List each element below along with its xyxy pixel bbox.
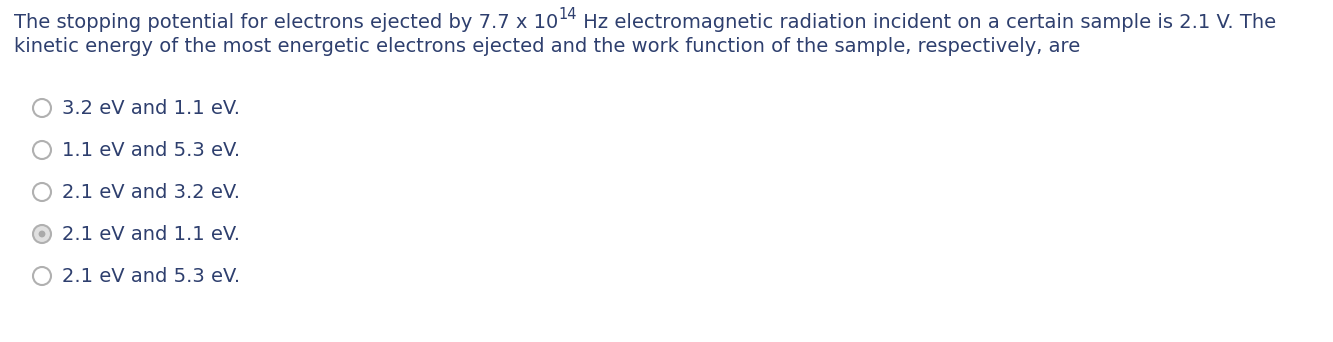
Circle shape: [39, 231, 45, 237]
Text: 1.1 eV and 5.3 eV.: 1.1 eV and 5.3 eV.: [63, 141, 240, 159]
Circle shape: [33, 141, 51, 159]
Text: Hz electromagnetic radiation incident on a certain sample is 2.1 V. The: Hz electromagnetic radiation incident on…: [577, 13, 1276, 32]
Circle shape: [33, 183, 51, 201]
Text: The stopping potential for electrons ejected by 7.7 x 10: The stopping potential for electrons eje…: [15, 13, 559, 32]
Circle shape: [33, 225, 51, 243]
Text: 3.2 eV and 1.1 eV.: 3.2 eV and 1.1 eV.: [63, 98, 240, 118]
Text: kinetic energy of the most energetic electrons ejected and the work function of : kinetic energy of the most energetic ele…: [15, 37, 1080, 56]
Text: 14: 14: [559, 7, 577, 22]
Text: 2.1 eV and 3.2 eV.: 2.1 eV and 3.2 eV.: [63, 183, 240, 201]
Text: 2.1 eV and 5.3 eV.: 2.1 eV and 5.3 eV.: [63, 266, 240, 286]
Circle shape: [33, 99, 51, 117]
Text: 2.1 eV and 1.1 eV.: 2.1 eV and 1.1 eV.: [63, 224, 240, 244]
Circle shape: [33, 267, 51, 285]
